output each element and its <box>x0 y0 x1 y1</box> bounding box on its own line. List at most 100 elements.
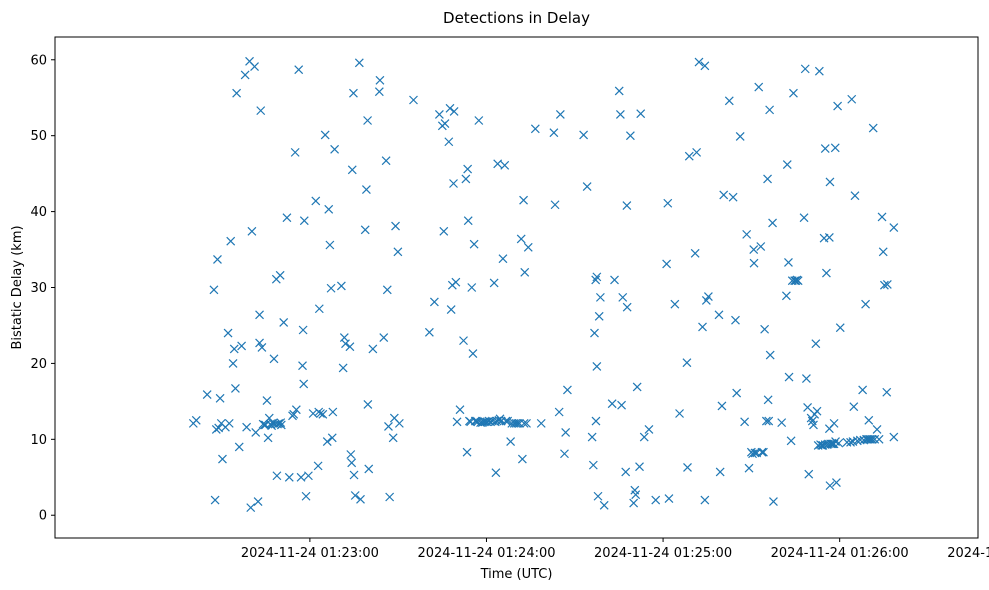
data-point <box>251 428 261 437</box>
data-point <box>506 437 516 447</box>
data-point <box>250 62 259 72</box>
data-point <box>500 160 510 170</box>
data-point <box>663 198 673 208</box>
y-axis: 0 10 20 30 40 50 60 <box>30 53 55 524</box>
data-point <box>700 61 710 71</box>
data-point <box>290 147 300 157</box>
data-point <box>202 390 212 399</box>
data-point <box>246 503 256 513</box>
data-point <box>247 226 257 236</box>
data-point <box>703 292 713 302</box>
data-point <box>328 407 338 417</box>
data-point <box>262 396 272 406</box>
data-point <box>338 363 348 373</box>
y-tick-label: 20 <box>30 357 47 372</box>
data-point <box>764 416 774 426</box>
data-point <box>363 116 372 125</box>
data-point <box>694 57 704 67</box>
data-point <box>749 258 759 268</box>
data-point <box>228 358 238 368</box>
data-point <box>588 460 598 470</box>
data-point <box>832 478 841 488</box>
data-point <box>440 119 450 128</box>
data-point <box>595 292 605 302</box>
data-point <box>610 275 619 285</box>
data-point <box>833 101 843 111</box>
data-point <box>631 490 641 500</box>
data-point <box>719 190 729 200</box>
data-point <box>445 103 455 113</box>
data-point <box>381 156 391 166</box>
data-point <box>789 88 798 98</box>
data-point <box>232 88 242 98</box>
data-point <box>750 448 760 458</box>
data-point <box>724 96 734 106</box>
data-point <box>350 491 360 500</box>
data-point <box>255 310 264 320</box>
data-point <box>223 328 233 338</box>
data-point <box>356 494 365 504</box>
data-point <box>364 464 374 474</box>
data-point <box>349 470 359 480</box>
data-point <box>698 322 707 332</box>
data-point <box>467 283 477 292</box>
data-point <box>253 497 263 506</box>
data-point <box>469 239 479 249</box>
data-point <box>599 500 609 510</box>
data-point <box>354 58 364 68</box>
data-point <box>590 328 599 338</box>
data-point <box>562 385 572 395</box>
data-point <box>474 116 484 125</box>
data-point <box>461 174 471 184</box>
data-point <box>462 447 472 457</box>
data-point <box>349 88 358 98</box>
data-point <box>257 343 267 352</box>
data-point <box>735 132 745 141</box>
data-point <box>768 218 777 228</box>
data-point <box>224 418 234 428</box>
data-point <box>388 433 398 443</box>
data-point <box>560 449 569 459</box>
data-point <box>385 492 395 502</box>
data-point <box>489 278 499 288</box>
data-point <box>742 229 752 239</box>
data-point <box>255 338 264 348</box>
data-point <box>298 361 307 371</box>
data-point <box>495 414 505 424</box>
data-point <box>799 213 809 223</box>
y-axis-label: Bistatic Delay (km) <box>10 225 25 349</box>
data-point <box>715 467 725 477</box>
data-point <box>289 409 299 419</box>
data-point <box>322 437 332 447</box>
data-point <box>790 276 800 286</box>
data-point <box>754 82 764 92</box>
data-point <box>298 325 308 335</box>
data-point <box>846 437 855 447</box>
chart-title: Detections in Delay <box>443 9 590 27</box>
x-tick-label: 2024-11-24 01:26:00 <box>771 546 909 561</box>
data-point <box>536 418 546 428</box>
y-tick-label: 50 <box>30 129 47 144</box>
data-point <box>230 384 240 393</box>
data-point <box>451 277 461 287</box>
data-point <box>793 276 803 286</box>
data-point <box>234 442 244 452</box>
data-point <box>263 433 273 443</box>
data-point <box>210 495 220 505</box>
data-point <box>391 221 400 231</box>
data-point <box>861 299 870 309</box>
y-tick-label: 60 <box>30 53 47 68</box>
data-point <box>784 258 793 267</box>
data-point <box>670 299 680 309</box>
data-point <box>744 463 754 473</box>
data-point <box>519 195 528 205</box>
data-point <box>554 407 564 417</box>
data-point <box>191 415 201 425</box>
data-point <box>825 481 835 491</box>
data-point <box>850 191 860 201</box>
data-point <box>393 247 403 257</box>
data-point <box>592 362 602 371</box>
data-point <box>294 65 304 75</box>
data-point <box>615 110 625 119</box>
